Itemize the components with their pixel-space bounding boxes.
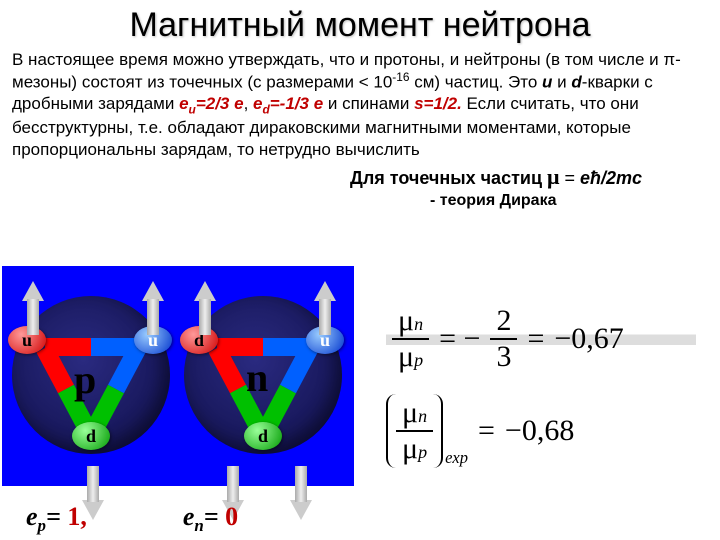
neutron-sphere: n d u d (184, 296, 342, 454)
intro-text: В настоящее время можно утверждать, что … (0, 49, 720, 164)
dirac-theory-label: - теория Дирака (0, 192, 720, 210)
quark-d: d (72, 422, 110, 450)
formula-box: μn μp = − 2 3 = −0,67 μn μp exp = −0,68 (386, 302, 696, 468)
charges-line: ep= 1, en= 0 (26, 502, 238, 536)
spin-arrow-up (194, 281, 216, 335)
slide-title: Магнитный момент нейтрона (0, 0, 720, 49)
quark-diagram: p u u d n d u d (2, 266, 354, 486)
ep-charge: ep= 1, (26, 502, 87, 536)
quark-d: d (244, 422, 282, 450)
spin-arrow-down (290, 466, 312, 520)
dirac-formula-line: Для точечных частиц μ = eħ/2mc (0, 164, 720, 192)
spin-arrow-up (314, 281, 336, 335)
proton-sphere: p u u d (12, 296, 170, 454)
ratio-theory: μn μp = − 2 3 = −0,67 (386, 302, 696, 376)
en-charge: en= 0 (183, 502, 238, 536)
spin-arrow-up (22, 281, 44, 335)
proton-label: p (74, 356, 96, 403)
ratio-experimental: μn μp exp = −0,68 (386, 394, 696, 468)
spin-arrow-up (142, 281, 164, 335)
neutron-label: n (246, 354, 268, 401)
